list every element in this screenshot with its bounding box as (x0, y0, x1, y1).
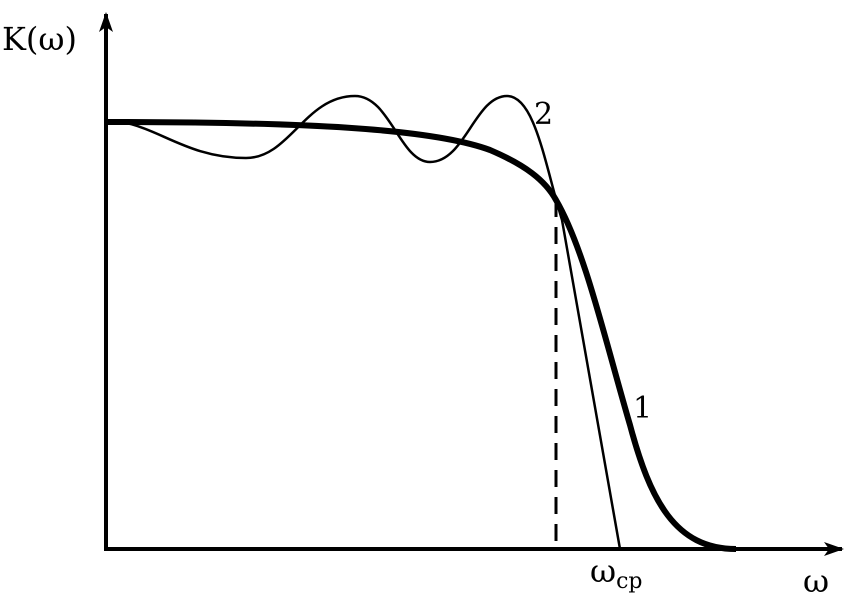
x-axis-label: ω (803, 562, 829, 598)
curve-1-smooth (105, 119, 737, 552)
y-axis-label: K(ω) (2, 20, 77, 58)
cutoff-frequency-label: ωср (590, 552, 643, 594)
curve-1-label: 1 (633, 391, 652, 426)
curve-2-ripple (105, 94, 622, 550)
curve-2-label: 2 (534, 97, 553, 132)
cutoff-label-sub: ср (616, 569, 642, 594)
cutoff-label-main: ω (590, 552, 616, 590)
